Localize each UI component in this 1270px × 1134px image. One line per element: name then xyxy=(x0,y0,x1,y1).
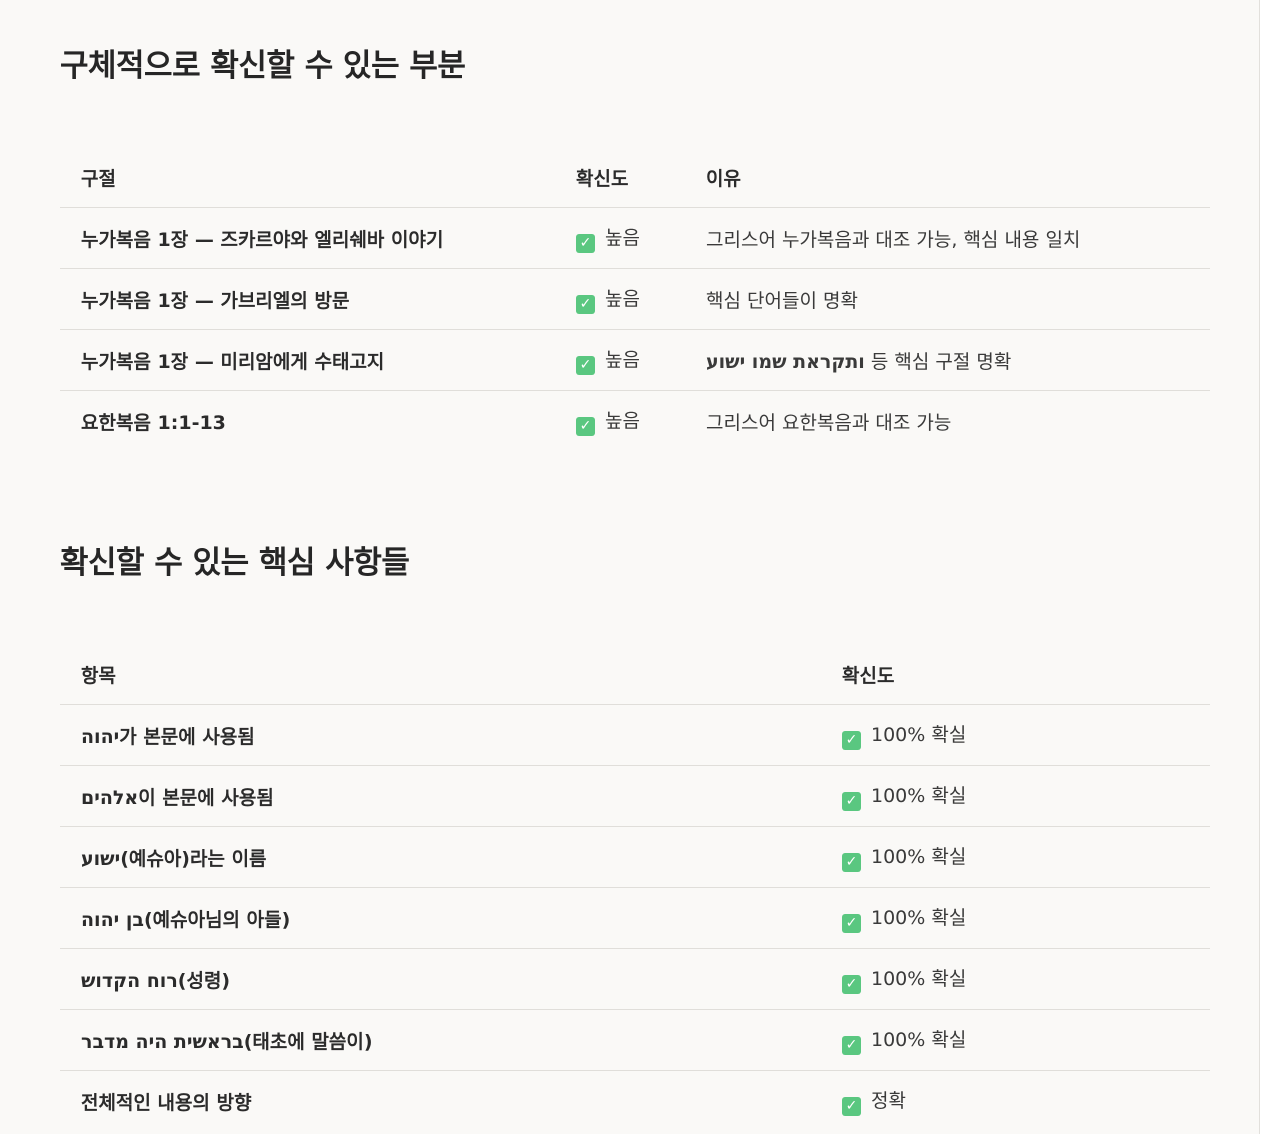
table-row: ישוע(예슈아)라는 이름 ✓ 100% 확실 xyxy=(60,826,1210,888)
confidence-label: 100% 확실 xyxy=(871,907,967,929)
confidence-label: 높음 xyxy=(605,410,640,432)
table-row: 요한복음 1:1-13 ✓ 높음 그리스어 요한복음과 대조 가능 xyxy=(60,390,1210,451)
check-box-icon: ✓ xyxy=(842,853,861,872)
check-box-icon: ✓ xyxy=(842,1097,861,1116)
col-item: 항목 xyxy=(81,664,116,687)
reason-text: 핵심 단어들이 명확 xyxy=(706,289,858,312)
reason: 그리스어 누가복음과 대조 가능, 핵심 내용 일치 xyxy=(685,207,1210,269)
item-text: (태초에 말씀이) xyxy=(243,1030,373,1053)
item: יהוה가 본문에 사용됨 xyxy=(60,704,821,766)
table-row: 전체적인 내용의 방향 ✓ 정확 xyxy=(60,1070,1210,1131)
hebrew-text: בראשית היה מדבר xyxy=(81,1030,244,1053)
table-row: אלהים이 본문에 사용됨 ✓ 100% 확실 xyxy=(60,765,1210,827)
reason-text: 그리스어 누가복음과 대조 가능, 핵심 내용 일치 xyxy=(706,228,1081,251)
confidence: ✓ 100% 확실 xyxy=(821,887,1210,949)
reason: 핵심 단어들이 명확 xyxy=(685,268,1210,330)
table-header: 구절 확신도 이유 xyxy=(60,147,1210,208)
item-text: (예슈아)라는 이름 xyxy=(120,847,267,870)
confidence-label: 100% 확실 xyxy=(871,1029,967,1051)
passage: 누가복음 1장 — 즈카르야와 엘리쉐바 이야기 xyxy=(60,207,555,269)
check-box-icon: ✓ xyxy=(842,731,861,750)
scrollbar[interactable] xyxy=(1259,0,1270,1134)
table-row: יהוה가 본문에 사용됨 ✓ 100% 확실 xyxy=(60,704,1210,766)
table-row: 누가복음 1장 — 미리암에게 수태고지 ✓ 높음 ותקראת שמו ישוע 등… xyxy=(60,329,1210,391)
reason-text: 그리스어 요한복음과 대조 가능 xyxy=(706,411,952,434)
table-header: 항목 확신도 xyxy=(60,644,1210,705)
confidence: ✓ 높음 xyxy=(555,329,685,391)
check-box-icon: ✓ xyxy=(842,1036,861,1055)
confidence-label: 높음 xyxy=(605,227,640,249)
item-text: 이 본문에 사용됨 xyxy=(138,786,274,809)
confidence: ✓ 100% 확실 xyxy=(821,765,1210,827)
table-row: 누가복음 1장 — 가브리엘의 방문 ✓ 높음 핵심 단어들이 명확 xyxy=(60,268,1210,330)
item-text: (예슈아님의 아들) xyxy=(143,908,291,931)
check-box-icon: ✓ xyxy=(576,356,595,375)
hebrew-text: אלהים xyxy=(81,786,139,809)
col-passage: 구절 xyxy=(81,167,116,190)
item: 전체적인 내용의 방향 xyxy=(60,1070,821,1131)
table-row: בן יהוה(예슈아님의 아들) ✓ 100% 확실 xyxy=(60,887,1210,949)
table-row: 누가복음 1장 — 즈카르야와 엘리쉐바 이야기 ✓ 높음 그리스어 누가복음과 대조… xyxy=(60,207,1210,269)
confidence: ✓ 높음 xyxy=(555,268,685,330)
item-text: 가 본문에 사용됨 xyxy=(119,725,255,748)
check-box-icon: ✓ xyxy=(576,234,595,253)
section-key-points: 확신할 수 있는 핵심 사항들 항목 확신도 יהוה가 본문에 사용됨 ✓ 100… xyxy=(60,537,1210,1131)
confidence-label: 100% 확실 xyxy=(871,785,967,807)
check-box-icon: ✓ xyxy=(842,975,861,994)
section-title: 확신할 수 있는 핵심 사항들 xyxy=(60,545,410,581)
confidence: ✓ 정확 xyxy=(821,1070,1210,1131)
reason: ותקראת שמו ישוע 등 핵심 구절 명확 xyxy=(685,329,1210,391)
check-box-icon: ✓ xyxy=(576,295,595,314)
hebrew-text: ותקראת שמו ישוע xyxy=(706,350,865,373)
confidence-label: 100% 확실 xyxy=(871,846,967,868)
reason-text: 등 핵심 구절 명확 xyxy=(864,350,1012,373)
item-text: (성령) xyxy=(177,969,231,992)
table-row: רוח הקדוש(성령) ✓ 100% 확실 xyxy=(60,948,1210,1010)
item: ישוע(예슈아)라는 이름 xyxy=(60,826,821,888)
section-title: 구체적으로 확신할 수 있는 부분 xyxy=(60,48,466,84)
confidence: ✓ 100% 확실 xyxy=(821,1009,1210,1071)
confidence: ✓ 높음 xyxy=(555,390,685,451)
col-reason: 이유 xyxy=(706,167,741,190)
confidence-label: 정확 xyxy=(871,1090,906,1112)
passages-table: 구절 확신도 이유 누가복음 1장 — 즈카르야와 엘리쉐바 이야기 ✓ 높음 그리스… xyxy=(60,147,1210,451)
hebrew-text: ישוע xyxy=(81,847,121,870)
check-box-icon: ✓ xyxy=(576,417,595,436)
key-points-table: 항목 확신도 יהוה가 본문에 사용됨 ✓ 100% 확실 אלהים이 본문에 사… xyxy=(60,644,1210,1131)
hebrew-text: יהוה xyxy=(81,725,120,748)
reason: 그리스어 요한복음과 대조 가능 xyxy=(685,390,1210,451)
confidence-label: 100% 확실 xyxy=(871,724,967,746)
check-box-icon: ✓ xyxy=(842,914,861,933)
item: אלהים이 본문에 사용됨 xyxy=(60,765,821,827)
col-confidence: 확신도 xyxy=(576,167,629,190)
confidence: ✓ 100% 확실 xyxy=(821,704,1210,766)
passage: 누가복음 1장 — 가브리엘의 방문 xyxy=(60,268,555,330)
confidence: ✓ 높음 xyxy=(555,207,685,269)
confidence-label: 100% 확실 xyxy=(871,968,967,990)
confidence-label: 높음 xyxy=(605,349,640,371)
table-row: בראשית היה מדבר(태초에 말씀이) ✓ 100% 확실 xyxy=(60,1009,1210,1071)
confidence: ✓ 100% 확실 xyxy=(821,948,1210,1010)
col-confidence: 확신도 xyxy=(842,664,895,687)
confidence-label: 높음 xyxy=(605,288,640,310)
section-specific: 구체적으로 확신할 수 있는 부분 구절 확신도 이유 누가복음 1장 — 즈카… xyxy=(60,40,1210,451)
confidence: ✓ 100% 확실 xyxy=(821,826,1210,888)
item: בראשית היה מדבר(태초에 말씀이) xyxy=(60,1009,821,1071)
check-box-icon: ✓ xyxy=(842,792,861,811)
passage: 누가복음 1장 — 미리암에게 수태고지 xyxy=(60,329,555,391)
item-text: 전체적인 내용의 방향 xyxy=(81,1091,252,1114)
hebrew-text: רוח הקדוש xyxy=(81,969,178,992)
item: רוח הקדוש(성령) xyxy=(60,948,821,1010)
hebrew-text: בן יהוה xyxy=(81,908,144,931)
item: בן יהוה(예슈아님의 아들) xyxy=(60,887,821,949)
passage: 요한복음 1:1-13 xyxy=(60,390,555,451)
